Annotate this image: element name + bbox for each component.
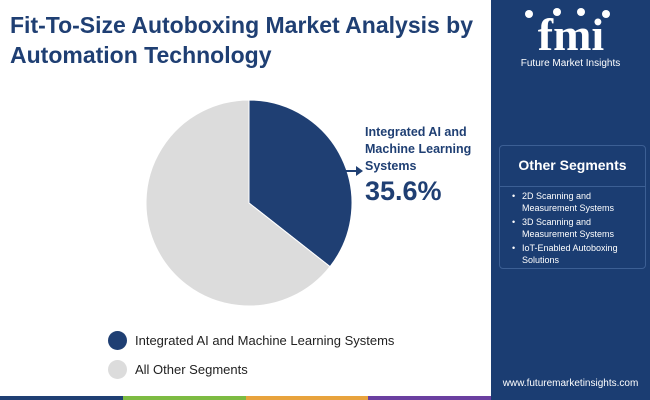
pie-slice-others [145, 99, 331, 307]
callout-arrow-icon [356, 166, 363, 176]
pie-callout-label: Integrated AI and Machine Learning Syste… [365, 125, 472, 173]
logo-dot-icon [553, 8, 561, 16]
other-segments-box: Other Segments • 2D Scanning and Measurem… [499, 145, 646, 269]
bar-segment [368, 396, 491, 400]
pie-callout-value: 35.6% [365, 176, 442, 206]
list-item-label: IoT-Enabled Autoboxing Solutions [522, 243, 618, 265]
bottom-color-bar [0, 396, 491, 400]
logo-caption: Future Market Insights [520, 58, 621, 69]
other-segments-list: • 2D Scanning and Measurement Systems • 3D… [500, 187, 645, 266]
logo-dot-icon [577, 8, 585, 16]
logo-wordmark: fmi [538, 9, 605, 60]
chart-legend: Integrated AI and Machine Learning Syste… [108, 330, 394, 388]
sidebar: fmi Future Market Insights Other Segment… [491, 0, 650, 400]
bar-segment [245, 396, 369, 400]
list-item: • 3D Scanning and Measurement Systems [512, 216, 639, 240]
list-item: • 2D Scanning and Measurement Systems [512, 190, 639, 214]
bullet-icon: • [512, 191, 516, 201]
legend-swatch-ai [108, 330, 127, 350]
bullet-icon: • [512, 217, 516, 227]
bar-segment [122, 396, 246, 400]
website-link[interactable]: www.futuremarketinsights.com [502, 378, 639, 389]
bullet-icon: • [512, 243, 516, 253]
pie-chart [145, 99, 363, 307]
other-segments-heading: Other Segments [500, 146, 645, 187]
legend-label-others: All Other Segments [135, 361, 248, 377]
list-item-label: 2D Scanning and Measurement Systems [522, 191, 615, 213]
legend-item-others: All Other Segments [108, 359, 394, 379]
fmi-logo: fmi [525, 8, 610, 60]
logo-dot-icon [602, 10, 610, 18]
list-item-label: 3D Scanning and Measurement Systems [522, 217, 615, 239]
legend-label-ai: Integrated AI and Machine Learning Syste… [135, 332, 395, 348]
logo-dot-icon [525, 10, 533, 18]
list-item: • IoT-Enabled Autoboxing Solutions [512, 242, 639, 266]
legend-swatch-others [108, 359, 127, 379]
bar-segment [0, 396, 123, 400]
legend-item-ai: Integrated AI and Machine Learning Syste… [108, 330, 394, 350]
pie-slice-ai [248, 99, 353, 268]
chart-title: Fit-To-Size Autoboxing Market Analysis b… [10, 12, 474, 68]
